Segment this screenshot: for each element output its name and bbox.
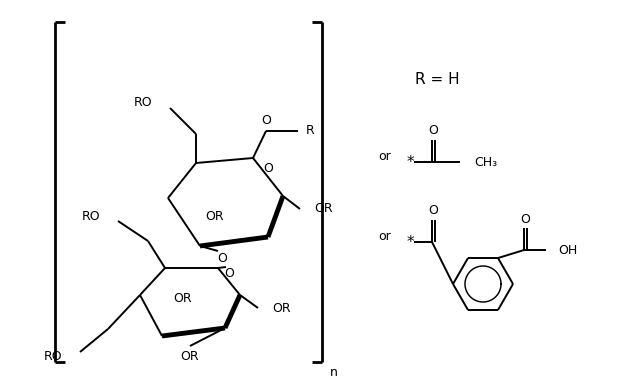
Text: CH₃: CH₃ <box>474 157 497 169</box>
Text: RO: RO <box>81 210 100 222</box>
Text: O: O <box>224 267 234 280</box>
Text: RO: RO <box>133 96 152 109</box>
Text: OR: OR <box>173 293 192 306</box>
Text: O: O <box>217 253 227 265</box>
Text: R = H: R = H <box>415 71 460 86</box>
Text: O: O <box>263 162 273 175</box>
Text: O: O <box>520 212 531 225</box>
Text: R: R <box>306 124 315 137</box>
Text: OR: OR <box>205 210 224 222</box>
Text: OR: OR <box>314 202 333 215</box>
Text: OH: OH <box>558 243 577 257</box>
Text: O: O <box>261 114 271 126</box>
Text: RO: RO <box>44 351 62 364</box>
Text: *: * <box>406 154 414 169</box>
Text: n: n <box>330 366 338 379</box>
Text: OR: OR <box>272 301 291 314</box>
Text: O: O <box>429 205 438 217</box>
Text: or: or <box>378 230 391 243</box>
Text: OR: OR <box>180 349 199 362</box>
Text: O: O <box>429 124 438 137</box>
Text: *: * <box>406 235 414 250</box>
Text: or: or <box>378 149 391 162</box>
